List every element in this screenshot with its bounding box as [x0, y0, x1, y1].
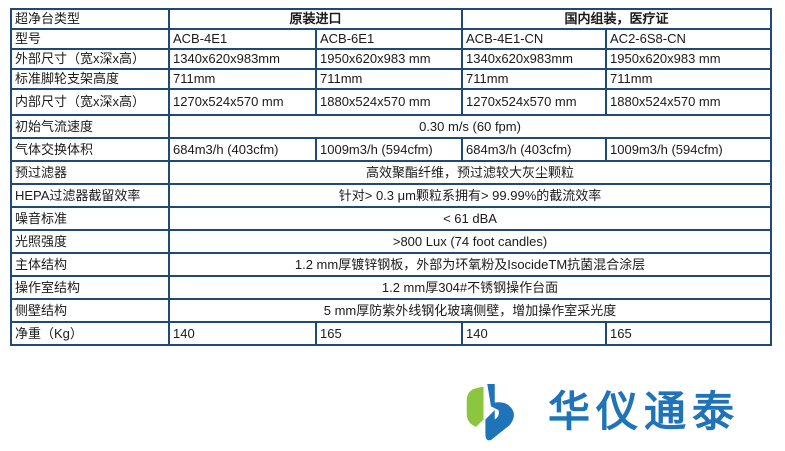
table-cell: 165	[314, 321, 464, 346]
row-value: 0.30 m/s (60 fpm)	[167, 114, 773, 139]
table-row: 外部尺寸（宽x深x高） 1340x620x983mm 1950x620x983 mm…	[10, 48, 773, 70]
table-cell: 1950x620x983 mm	[605, 48, 773, 70]
header-group-imported: 原装进口	[167, 8, 464, 30]
row-label: 侧壁结构	[10, 298, 170, 323]
row-label: HEPA过滤器截留效率	[10, 183, 170, 208]
row-label: 初始气流速度	[10, 114, 170, 139]
table-cell: 711mm	[461, 68, 608, 90]
table-cell: 1950x620x983 mm	[314, 48, 464, 70]
brand-logo-icon	[466, 384, 514, 441]
header-row: 超净台类型 原装进口 国内组装，医疗证	[10, 8, 773, 30]
row-label: 预过滤器	[10, 160, 170, 185]
table-cell: 711mm	[168, 68, 317, 90]
row-value: 针对> 0.3 μm颗粒系拥有> 99.99%的截流效率	[167, 183, 773, 208]
row-label: 光照强度	[10, 229, 170, 254]
table-cell: 1270x524x570 mm	[168, 88, 317, 116]
table-cell: 711mm	[605, 68, 773, 90]
table-cell: 165	[605, 321, 773, 346]
row-label: 型号	[10, 28, 170, 50]
table-cell: 1009m3/h (594cfm)	[605, 137, 773, 162]
row-label: 操作室结构	[10, 275, 170, 300]
table-row: 噪音标准 < 61 dBA	[10, 206, 773, 231]
table-row: 净重（Kg） 140 165 140 165	[10, 321, 773, 346]
row-label: 气体交换体积	[10, 137, 170, 162]
row-label: 标准脚轮支架高度	[10, 68, 170, 90]
row-label: 噪音标准	[10, 206, 170, 231]
table-cell: 1880x524x570 mm	[314, 88, 464, 116]
row-value: < 61 dBA	[167, 206, 773, 231]
table-cell: 684m3/h (403cfm)	[168, 137, 317, 162]
table-cell: ACB-4E1	[168, 28, 317, 50]
row-label: 净重（Kg）	[10, 321, 170, 346]
row-label: 主体结构	[10, 252, 170, 277]
table-cell: 140	[168, 321, 317, 346]
table-row: 操作室结构 1.2 mm厚304#不锈钢操作台面	[10, 275, 773, 300]
table-row: 标准脚轮支架高度 711mm 711mm 711mm 711mm	[10, 68, 773, 90]
table-cell: ACB-6E1	[314, 28, 464, 50]
row-label: 外部尺寸（宽x深x高）	[10, 48, 170, 70]
table-cell: 1880x524x570 mm	[605, 88, 773, 116]
table-cell: 1340x620x983mm	[461, 48, 608, 70]
table-cell: ACB-4E1-CN	[461, 28, 608, 50]
table-row: 气体交换体积 684m3/h (403cfm) 1009m3/h (594cfm) 6…	[10, 137, 773, 162]
row-value: 1.2 mm厚304#不锈钢操作台面	[167, 275, 773, 300]
table-row: 型号 ACB-4E1 ACB-6E1 ACB-4E1-CN AC2-6S8-CN	[10, 28, 773, 50]
table-cell: 1340x620x983mm	[168, 48, 317, 70]
row-value: 高效聚酯纤维，预过滤较大灰尘颗粒	[167, 160, 773, 185]
table-cell: 140	[461, 321, 608, 346]
row-value: 5 mm厚防紫外线钢化玻璃侧壁，增加操作室采光度	[167, 298, 773, 323]
table-row: 初始气流速度 0.30 m/s (60 fpm)	[10, 114, 773, 139]
table-cell: 711mm	[314, 68, 464, 90]
spec-table: 超净台类型 原装进口 国内组装，医疗证 型号 ACB-4E1 ACB-6E1 ACB-…	[10, 8, 773, 346]
header-group-domestic: 国内组装，医疗证	[461, 8, 773, 30]
brand-name: 华仪通泰	[548, 387, 741, 436]
table-row: 预过滤器 高效聚酯纤维，预过滤较大灰尘颗粒	[10, 160, 773, 185]
row-label: 内部尺寸（宽x深x高）	[10, 88, 170, 116]
table-row: 主体结构 1.2 mm厚镀锌钢板，外部为环氧粉及IsocideTM抗菌混合涂层	[10, 252, 773, 277]
table-cell: AC2-6S8-CN	[605, 28, 773, 50]
header-label: 超净台类型	[10, 8, 170, 30]
table-cell: 1270x524x570 mm	[461, 88, 608, 116]
table-cell: 1009m3/h (594cfm)	[314, 137, 464, 162]
table-row: 光照强度 >800 Lux (74 foot candles)	[10, 229, 773, 254]
table-row: 侧壁结构 5 mm厚防紫外线钢化玻璃侧壁，增加操作室采光度	[10, 298, 773, 323]
row-value: 1.2 mm厚镀锌钢板，外部为环氧粉及IsocideTM抗菌混合涂层	[167, 252, 773, 277]
table-row: 内部尺寸（宽x深x高） 1270x524x570 mm 1880x524x570 m…	[10, 88, 773, 116]
table-row: HEPA过滤器截留效率 针对> 0.3 μm颗粒系拥有> 99.99%的截流效率	[10, 183, 773, 208]
table-cell: 684m3/h (403cfm)	[461, 137, 608, 162]
row-value: >800 Lux (74 foot candles)	[167, 229, 773, 254]
